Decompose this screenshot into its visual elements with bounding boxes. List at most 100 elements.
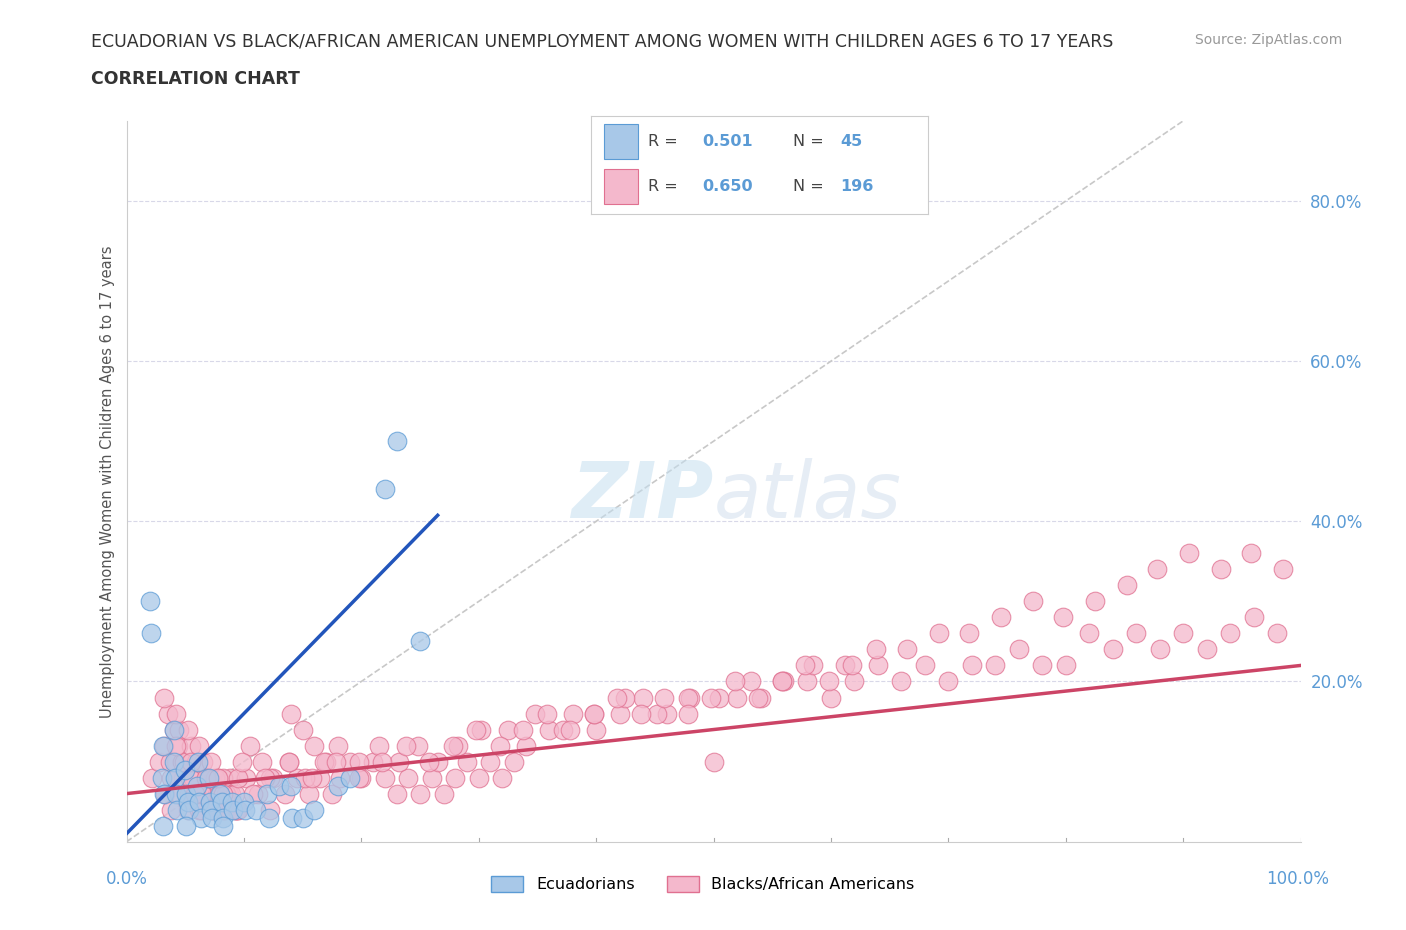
Point	[277, 754, 299, 769]
Point	[655, 706, 678, 721]
Point	[153, 690, 176, 705]
Point	[176, 722, 198, 737]
Point	[1054, 658, 1077, 673]
Point	[152, 818, 174, 833]
Point	[1243, 610, 1265, 625]
Point	[202, 803, 225, 817]
Point	[141, 770, 163, 785]
Point	[139, 594, 162, 609]
Point	[183, 786, 205, 801]
Point	[844, 674, 866, 689]
Point	[183, 770, 205, 785]
Point	[553, 722, 575, 737]
Point	[631, 690, 654, 705]
Point	[177, 803, 200, 817]
Point	[259, 770, 281, 785]
Point	[1084, 594, 1107, 609]
Point	[1115, 578, 1137, 592]
Point	[194, 786, 217, 801]
Point	[585, 722, 607, 737]
Text: 196: 196	[841, 179, 873, 194]
Point	[325, 754, 347, 769]
Point	[801, 658, 824, 673]
Point	[235, 770, 257, 785]
Point	[200, 803, 222, 817]
Point	[219, 786, 242, 801]
Point	[204, 786, 226, 801]
Point	[281, 810, 304, 825]
Point	[321, 786, 343, 801]
Text: 0.0%: 0.0%	[105, 870, 148, 888]
Text: 0.650: 0.650	[702, 179, 752, 194]
Point	[280, 778, 302, 793]
Point	[396, 770, 419, 785]
Point	[197, 770, 219, 785]
Point	[274, 786, 297, 801]
Text: atlas: atlas	[713, 458, 901, 534]
Point	[503, 754, 526, 769]
Point	[724, 674, 747, 689]
Point	[959, 626, 981, 641]
Point	[190, 803, 212, 817]
Point	[167, 738, 190, 753]
Point	[163, 770, 186, 785]
Point	[700, 690, 723, 705]
Text: 0.501: 0.501	[702, 134, 752, 149]
Point	[512, 722, 534, 737]
Point	[652, 690, 675, 705]
Point	[441, 738, 464, 753]
Point	[1178, 546, 1201, 561]
Point	[560, 722, 582, 737]
Point	[205, 786, 228, 801]
Point	[180, 754, 202, 769]
Point	[214, 803, 236, 817]
Point	[817, 674, 839, 689]
Point	[187, 754, 209, 769]
Point	[179, 770, 201, 785]
Point	[239, 738, 262, 753]
Point	[277, 754, 299, 769]
Legend: Ecuadorians, Blacks/African Americans: Ecuadorians, Blacks/African Americans	[485, 870, 921, 898]
Point	[166, 803, 188, 817]
Point	[409, 786, 432, 801]
Point	[1146, 562, 1168, 577]
Point	[606, 690, 628, 705]
Point	[426, 754, 449, 769]
Point	[865, 642, 887, 657]
Point	[465, 722, 488, 737]
Point	[890, 674, 912, 689]
Point	[211, 803, 233, 817]
Point	[725, 690, 748, 705]
Point	[896, 642, 918, 657]
Point	[170, 754, 193, 769]
Text: 45: 45	[841, 134, 862, 149]
Point	[207, 770, 229, 785]
Point	[582, 706, 605, 721]
Point	[388, 754, 411, 769]
Point	[489, 738, 512, 753]
Point	[165, 754, 187, 769]
Point	[162, 754, 184, 769]
Point	[740, 674, 762, 689]
Point	[1031, 658, 1053, 673]
Point	[215, 786, 238, 801]
Point	[406, 738, 429, 753]
Point	[250, 754, 273, 769]
Point	[515, 738, 537, 753]
Point	[1240, 546, 1263, 561]
Point	[385, 786, 408, 801]
Point	[432, 786, 454, 801]
Point	[960, 658, 983, 673]
Point	[184, 754, 207, 769]
Point	[304, 803, 326, 817]
Point	[269, 778, 291, 793]
Point	[256, 786, 278, 801]
Point	[245, 803, 267, 817]
Point	[186, 778, 208, 793]
Point	[190, 810, 212, 825]
Point	[165, 706, 187, 721]
Point	[162, 722, 184, 737]
Text: ZIP: ZIP	[571, 458, 713, 534]
Point	[195, 770, 218, 785]
Point	[212, 803, 235, 817]
